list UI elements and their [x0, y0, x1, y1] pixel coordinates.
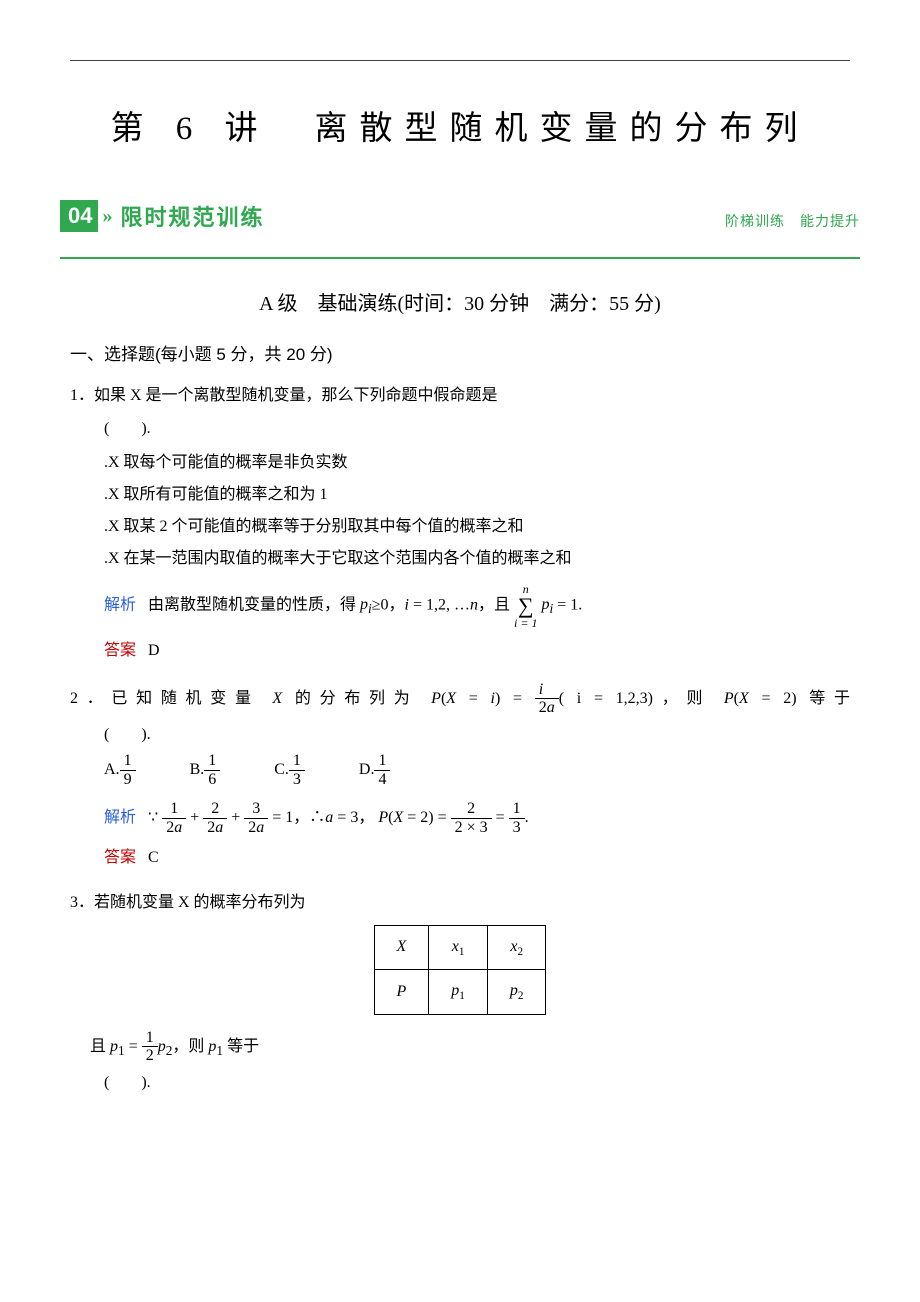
q2-paren: ( ). [104, 717, 850, 752]
answer-label: 答案 [104, 642, 136, 659]
q2-options: A.19 B.16 C.13 D.14 [104, 752, 850, 788]
q1-analysis-prefix: 由离散型随机变量的性质，得 [148, 596, 360, 613]
q2-optD-num: 1 [374, 752, 390, 771]
q2-stem-b: 的分布列为 [282, 689, 431, 706]
q1-a-mid3: ，且 [478, 596, 510, 613]
q3-condition: 且 p1 = 12p2，则 p1 等于 [90, 1029, 850, 1065]
q3-stem: 3．若随机变量 X 的概率分布列为 [70, 888, 850, 918]
page: 第 6 讲 离散型随机变量的分布列 04 » 限时规范训练 阶梯训练 能力提升 … [0, 0, 920, 1154]
q2-option-c: C.13 [274, 752, 305, 788]
analysis-label-2: 解析 [104, 809, 136, 826]
q2-stem-c: ，则 [653, 689, 724, 706]
banner-number: 04 [60, 200, 98, 232]
q3-t-02: x2 [487, 925, 546, 969]
q2-a-a: = 3， [333, 809, 374, 826]
table-row: X x1 x2 [374, 925, 546, 969]
analysis-label: 解析 [104, 596, 136, 613]
q2-stem-d: 等于 [809, 689, 850, 706]
q3-table: X x1 x2 P p1 p2 [374, 925, 547, 1015]
banner-chevron-icon: » [102, 205, 112, 228]
q3-t-12: p2 [487, 970, 546, 1014]
q2-optB-label: B. [190, 761, 205, 778]
q2-analysis: 解析 ∵ 12a + 22a + 32a = 1，∴a = 3， P(X = 2… [104, 800, 850, 836]
level-note: (时间：30 分钟 满分：55 分) [398, 293, 661, 315]
q2-option-d: D.14 [359, 752, 391, 788]
banner-underline [60, 257, 860, 259]
q1-option-b: .X 取所有可能值的概率之和为 1 [104, 479, 850, 511]
q2-optC-label: C. [274, 761, 289, 778]
banner-main-text: 限时规范训练 [120, 200, 264, 232]
top-rule [70, 60, 850, 61]
q1-option-c: .X 取某 2 个可能值的概率等于分别取其中每个值的概率之和 [104, 511, 850, 543]
q1-stem-text: 1．如果 X 是一个离散型随机变量，那么下列命题中假命题是 [70, 387, 498, 404]
q3-cond-b: ，则 [172, 1037, 208, 1054]
q3-paren: ( ). [104, 1065, 850, 1100]
q2-optA-den: 9 [120, 771, 136, 789]
q2-a-end: . [525, 809, 529, 826]
q3-t-00: X [374, 925, 429, 969]
q3-cond-c: 等于 [223, 1037, 259, 1054]
q2-option-a: A.19 [104, 752, 136, 788]
q3-t-10: P [374, 970, 429, 1014]
q2-stem: 2．已知随机变量 X 的分布列为 P(X = i) = i2a( i = 1,2… [70, 681, 850, 717]
q2-answer: 答案 C [104, 842, 850, 874]
q2-ivals: ( i = 1,2,3) [559, 689, 653, 706]
question-1: 1．如果 X 是一个离散型随机变量，那么下列命题中假命题是 ( ). .X 取每… [70, 381, 850, 667]
q1-stem: 1．如果 X 是一个离散型随机变量，那么下列命题中假命题是 [70, 381, 850, 411]
q1-option-a: .X 取每个可能值的概率是非负实数 [104, 447, 850, 479]
q2-option-b: B.16 [190, 752, 221, 788]
q1-answer-value: D [148, 642, 160, 659]
q1-a-mid: ≥0， [372, 596, 405, 613]
table-row: P p1 p2 [374, 970, 546, 1014]
level-heading: A 级 基础演练(时间：30 分钟 满分：55 分) [70, 287, 850, 316]
q2-optD-den: 4 [374, 771, 390, 789]
q1-paren: ( ). [104, 411, 850, 446]
q2-optB-num: 1 [204, 752, 220, 771]
q1-a-mid2: = 1,2, … [409, 596, 470, 613]
question-2: 2．已知随机变量 X 的分布列为 P(X = i) = i2a( i = 1,2… [70, 681, 850, 875]
q2-optA-num: 1 [120, 752, 136, 771]
q3-t-01: x1 [429, 925, 488, 969]
question-3: 3．若随机变量 X 的概率分布列为 X x1 x2 P p1 p2 且 p1 =… [70, 888, 850, 1100]
q2-optD-label: D. [359, 761, 375, 778]
q2-frac-main: i2a [535, 681, 559, 717]
section-heading: 一、选择题(每小题 5 分，共 20 分) [70, 340, 850, 365]
q2-a-prefix: ∵ [148, 809, 158, 826]
level-strong: A 级 基础演练 [259, 293, 397, 315]
q1-a-end: = 1. [553, 596, 582, 613]
q2-optC-num: 1 [289, 752, 305, 771]
banner: 04 » 限时规范训练 阶梯训练 能力提升 [60, 199, 860, 233]
q2-stem-a: 2．已知随机变量 [70, 689, 272, 706]
page-title: 第 6 讲 离散型随机变量的分布列 [70, 101, 850, 149]
q2-optA-label: A. [104, 761, 120, 778]
q1-analysis: 解析 由离散型随机变量的性质，得 pi≥0，i = 1,2, …n，且 n ∑ … [104, 583, 850, 629]
q1-option-d: .X 在某一范围内取值的概率大于它取这个范围内各个值的概率之和 [104, 543, 850, 575]
q2-optC-den: 3 [289, 771, 305, 789]
q2-optB-den: 6 [204, 771, 220, 789]
q3-cond-a: 且 [90, 1037, 110, 1054]
q1-answer: 答案 D [104, 635, 850, 667]
q2-answer-value: C [148, 849, 159, 866]
q3-t-11: p1 [429, 970, 488, 1014]
q2-a-eq1: = 1，∴ [272, 809, 325, 826]
banner-right-text: 阶梯训练 能力提升 [725, 211, 860, 233]
sigma-icon: n ∑ i = 1 [514, 583, 537, 629]
answer-label-2: 答案 [104, 849, 136, 866]
